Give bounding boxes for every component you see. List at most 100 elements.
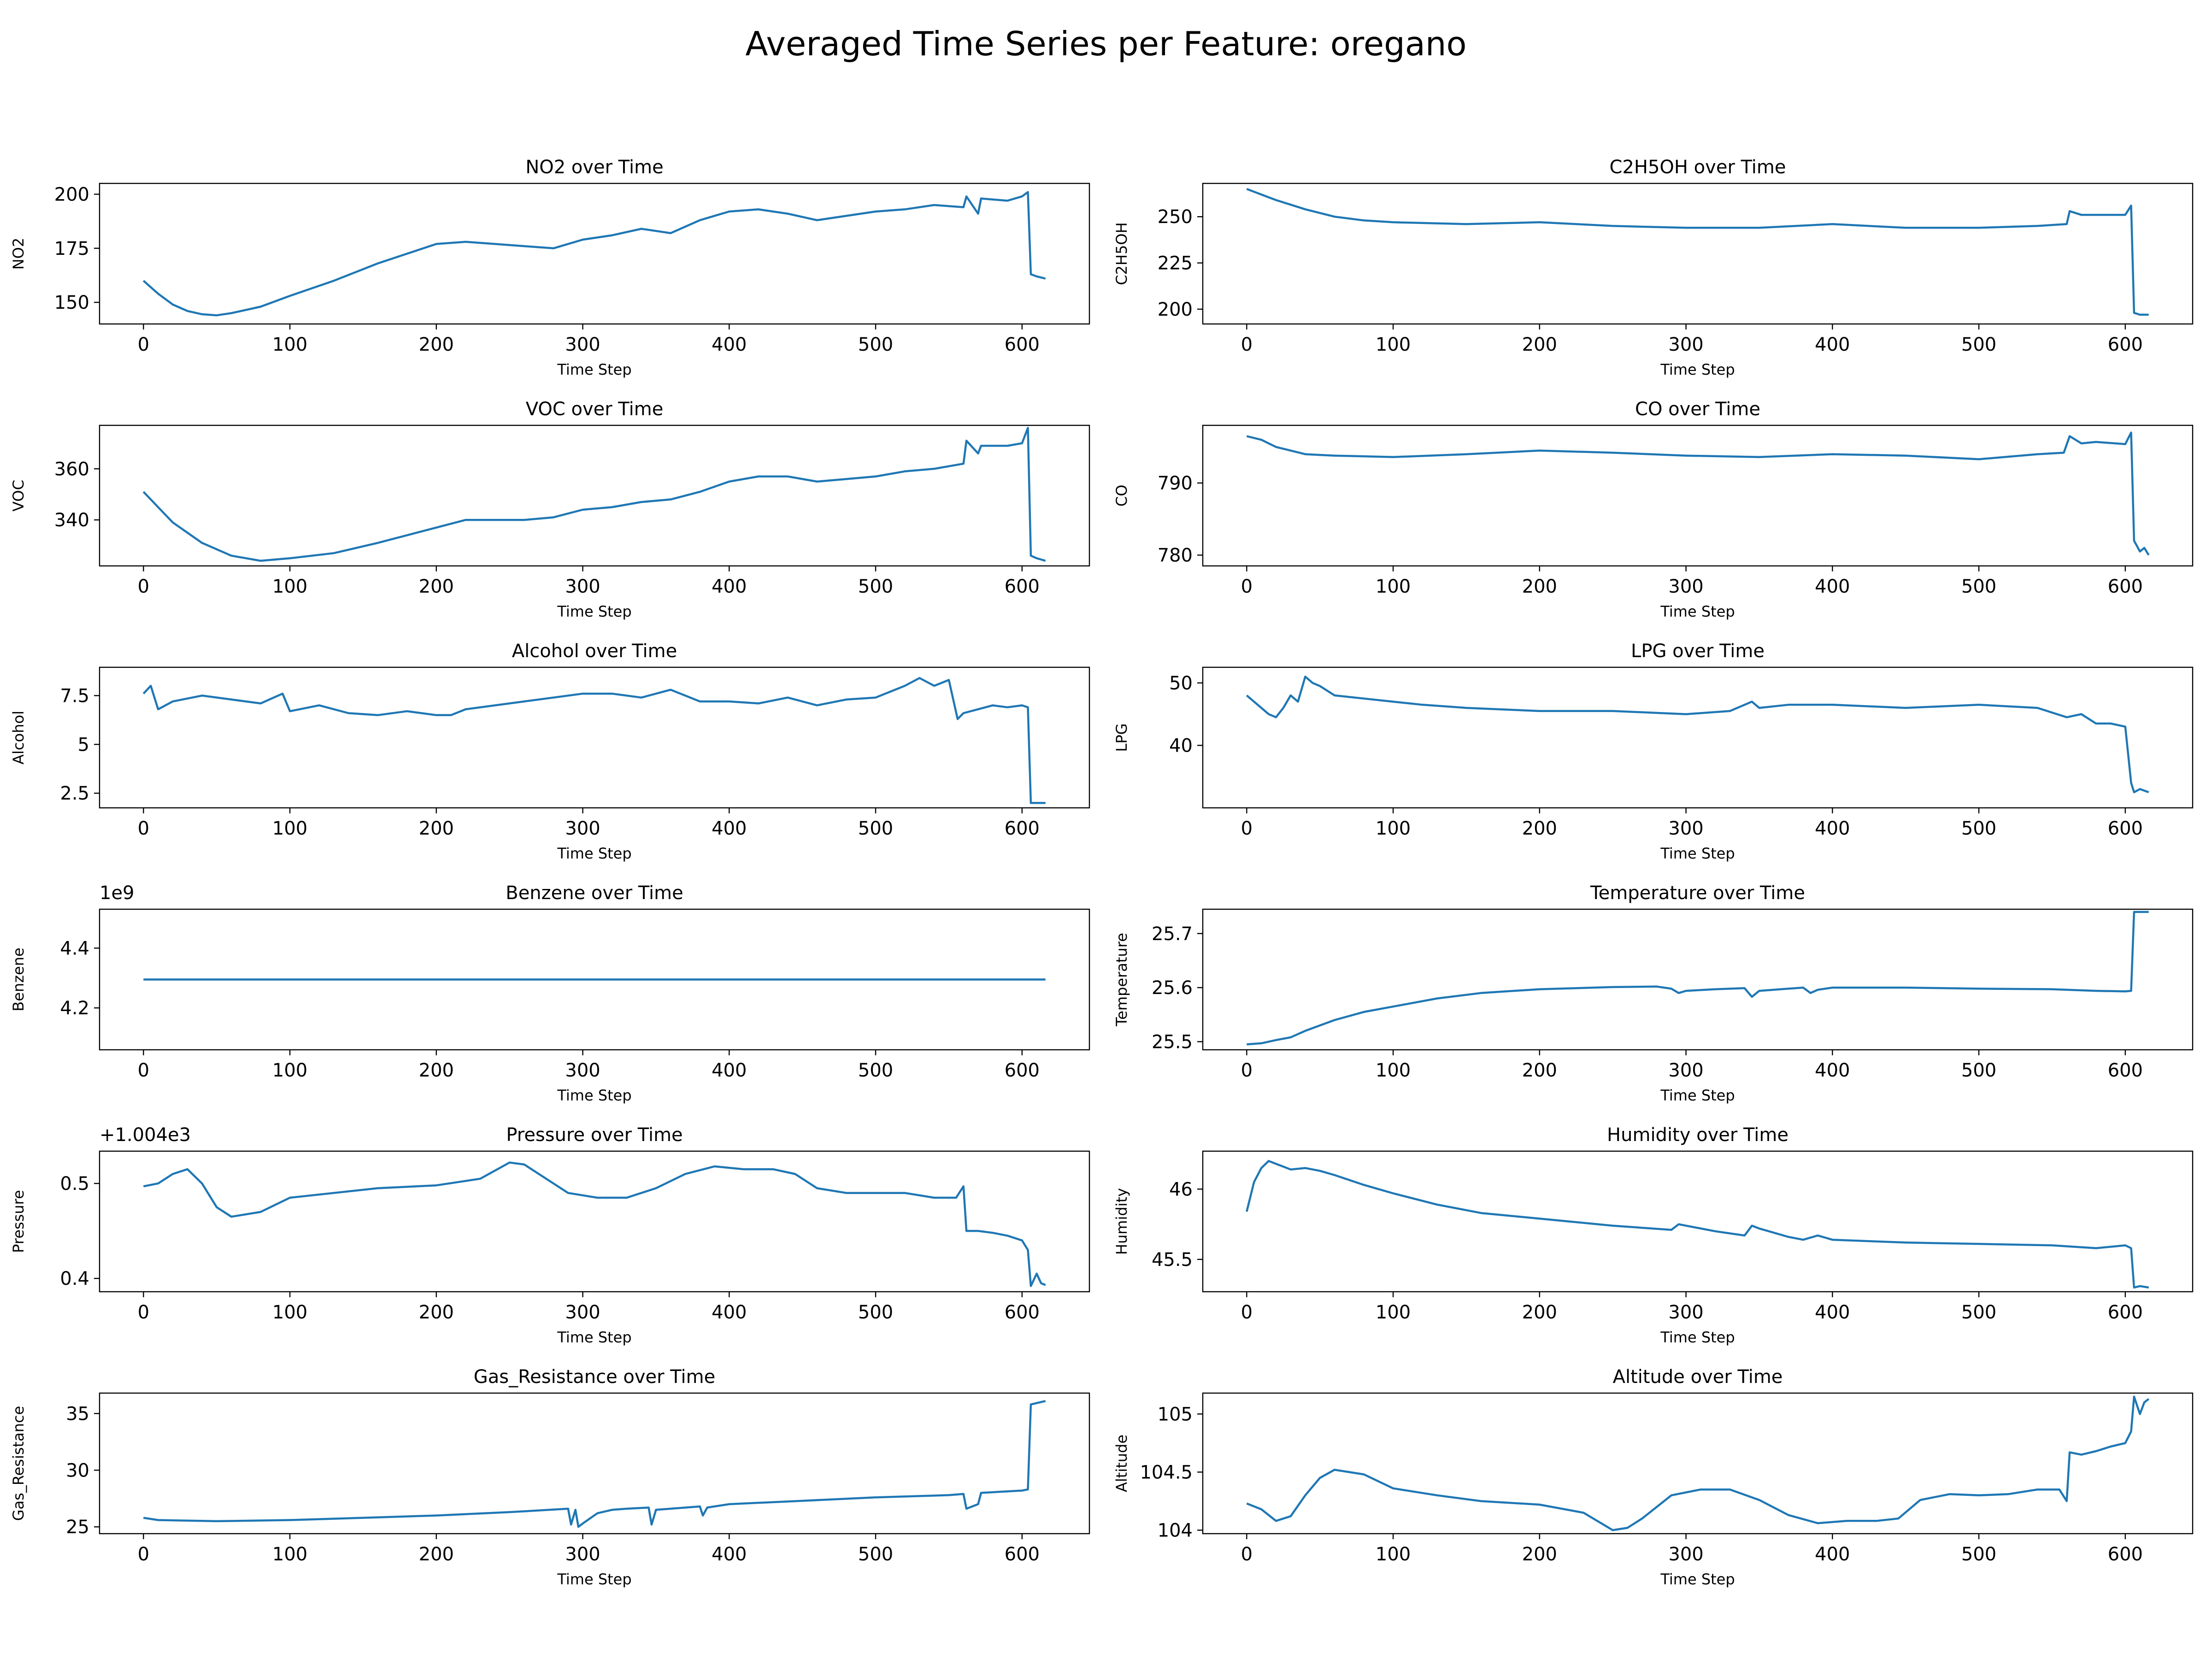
lpg-xtick-label: 100 [1376,818,1411,839]
benzene-xtick-label: 600 [1005,1060,1040,1081]
pressure-ylabel: Pressure [10,1190,27,1253]
lpg-axes-frame [1202,666,2194,809]
c2h5oh-ytick-label: 250 [1158,206,1193,228]
c2h5oh-ytick-label: 200 [1158,299,1193,320]
pressure-xtick-label: 200 [419,1302,454,1323]
pressure-ytick-label: 0.5 [60,1173,89,1194]
voc-ytick-label: 360 [54,459,89,480]
lpg-ytick-label: 40 [1169,735,1193,756]
gas-resistance-axes-frame [99,1392,1090,1535]
co-ylabel: CO [1113,485,1130,507]
altitude-subplot: Altitude over Time 0 100 200 300 400 500 600 104… [1113,1366,2194,1588]
pressure-xlabel: Time Step [557,1329,631,1346]
altitude-xtick-label: 100 [1376,1544,1411,1565]
c2h5oh-xtick-label: 500 [1961,334,1996,355]
no2-xtick-label: 0 [138,334,149,355]
alcohol-axes-frame [99,666,1090,809]
benzene-xtick-label: 500 [858,1060,893,1081]
humidity-ylabel: Humidity [1113,1188,1130,1255]
alcohol-series-line [142,677,1046,804]
no2-xtick-label: 500 [858,334,893,355]
gas-resistance-title: Gas_Resistance over Time [474,1366,715,1388]
c2h5oh-xtick-label: 0 [1241,334,1253,355]
no2-axes-frame [99,182,1090,325]
benzene-ytick-label: 4.2 [60,998,89,1019]
alcohol-ylabel: Alcohol [10,711,27,765]
pressure-series-line [143,1161,1046,1287]
voc-xlabel: Time Step [557,603,631,620]
co-xtick-label: 300 [1668,576,1703,597]
no2-title: NO2 over Time [525,157,663,178]
lpg-title: LPG over Time [1631,641,1765,662]
temperature-xtick-label: 600 [2108,1060,2143,1081]
alcohol-xtick-label: 500 [858,818,893,839]
lpg-subplot: LPG over Time 0 100 200 300 400 500 600 40 50 Time… [1113,641,2194,862]
voc-ylabel: VOC [10,480,27,512]
temperature-ytick-label: 25.6 [1152,977,1193,999]
gas-resistance-xtick-label: 400 [712,1544,747,1565]
voc-title: VOC over Time [526,399,664,420]
no2-subplot: NO2 over Time 0 100 200 300 400 500 600 150 175 20… [10,157,1090,378]
voc-xtick-label: 100 [272,576,307,597]
no2-xtick-label: 600 [1005,334,1040,355]
benzene-ytick-label: 4.4 [60,938,89,959]
co-xtick-label: 100 [1376,576,1411,597]
voc-xtick-label: 300 [565,576,600,597]
benzene-xtick-label: 200 [419,1060,454,1081]
co-xtick-label: 400 [1815,576,1850,597]
temperature-xlabel: Time Step [1660,1087,1735,1104]
temperature-xtick-label: 500 [1961,1060,1996,1081]
temperature-axes-frame [1202,908,2194,1051]
humidity-ytick-label: 45.5 [1152,1249,1193,1271]
altitude-series-line [1246,1395,2150,1531]
gas-resistance-ylabel: Gas_Resistance [10,1406,27,1521]
no2-series-line [142,191,1046,317]
temperature-xtick-label: 100 [1376,1060,1411,1081]
c2h5oh-xtick-label: 400 [1815,334,1850,355]
benzene-xtick-label: 100 [272,1060,307,1081]
voc-ytick-label: 340 [54,510,89,531]
voc-xtick-label: 500 [858,576,893,597]
altitude-xlabel: Time Step [1660,1571,1735,1588]
no2-ylabel: NO2 [10,238,27,270]
alcohol-subplot: Alcohol over Time 0 100 200 300 400 500 600 2.5 5… [10,641,1090,862]
humidity-xtick-label: 600 [2108,1302,2143,1323]
altitude-ytick-label: 104.5 [1140,1462,1193,1483]
gas-resistance-xlabel: Time Step [557,1571,631,1588]
humidity-xtick-label: 200 [1522,1302,1557,1323]
temperature-ylabel: Temperature [1113,933,1130,1027]
c2h5oh-xtick-label: 200 [1522,334,1557,355]
no2-xtick-label: 200 [419,334,454,355]
alcohol-xtick-label: 300 [565,818,600,839]
c2h5oh-xlabel: Time Step [1660,361,1735,378]
temperature-xtick-label: 0 [1241,1060,1253,1081]
voc-xtick-label: 400 [712,576,747,597]
co-xtick-label: 500 [1961,576,1996,597]
co-axes-frame [1202,424,2194,567]
pressure-xtick-label: 100 [272,1302,307,1323]
benzene-title: Benzene over Time [506,882,683,904]
gas-resistance-xtick-label: 200 [419,1544,454,1565]
lpg-xtick-label: 300 [1668,818,1703,839]
gas-resistance-ytick-label: 25 [66,1517,89,1538]
voc-series-line [142,427,1046,562]
lpg-xtick-label: 200 [1522,818,1557,839]
humidity-title: Humidity over Time [1607,1124,1788,1146]
c2h5oh-axes-frame [1202,182,2194,325]
temperature-xtick-label: 200 [1522,1060,1557,1081]
humidity-axes-frame [1202,1150,2194,1293]
altitude-title: Altitude over Time [1613,1366,1783,1388]
altitude-xtick-label: 400 [1815,1544,1850,1565]
gas-resistance-xtick-label: 600 [1005,1544,1040,1565]
lpg-xtick-label: 0 [1241,818,1253,839]
humidity-xtick-label: 100 [1376,1302,1411,1323]
co-xtick-label: 200 [1522,576,1557,597]
no2-xlabel: Time Step [557,361,631,378]
temperature-xtick-label: 400 [1815,1060,1850,1081]
co-ytick-label: 790 [1158,473,1193,494]
benzene-xtick-label: 300 [565,1060,600,1081]
alcohol-xtick-label: 600 [1005,818,1040,839]
gas-resistance-ytick-label: 35 [66,1403,89,1424]
c2h5oh-series-line [1246,188,2149,316]
